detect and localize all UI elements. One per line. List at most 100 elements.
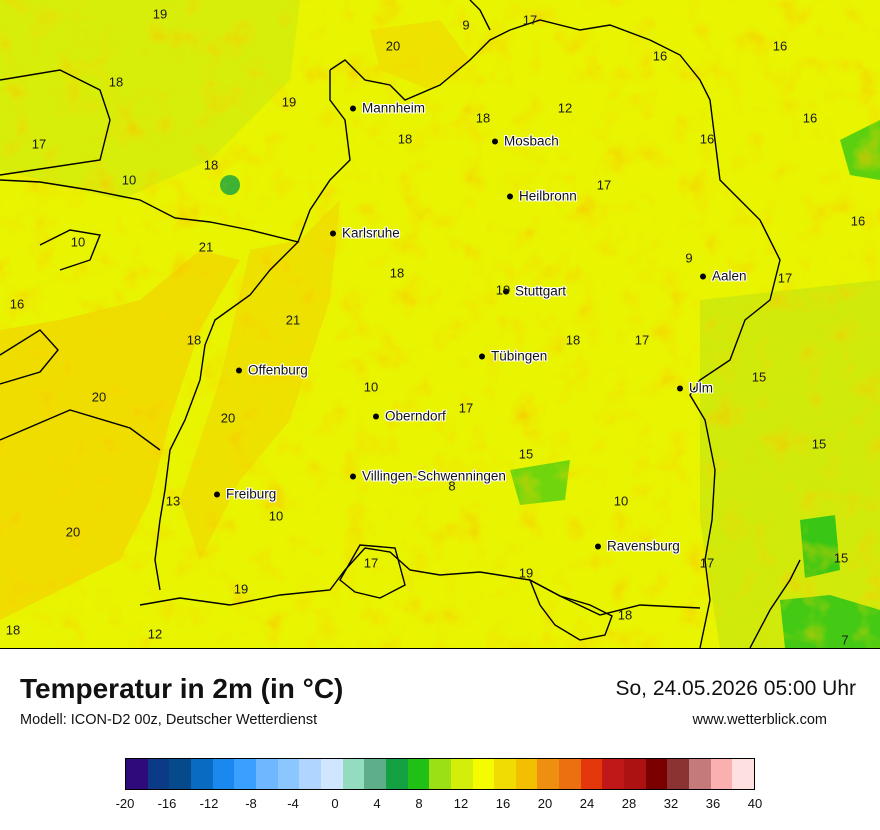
temperature-value: 10 [363, 379, 379, 395]
city-dot [330, 230, 336, 236]
legend-tick-label: -4 [287, 796, 299, 811]
border-northwest [0, 69, 111, 176]
legend-tick-label: 16 [495, 796, 511, 811]
temperature-value: 18 [203, 157, 219, 173]
city-marker: Oberndorf [373, 409, 446, 424]
legend-swatch [277, 759, 300, 789]
legend-tick-label: 32 [663, 796, 679, 811]
temperature-value: 17 [31, 136, 47, 152]
temperature-map [0, 0, 880, 649]
legend-swatch [299, 759, 321, 789]
website-link[interactable]: www.wetterblick.com [692, 712, 827, 728]
temperature-value: 16 [850, 213, 866, 229]
legend-swatch [385, 759, 408, 789]
city-name: Villingen-Schwenningen [362, 468, 506, 484]
border-bavaria-north [469, 0, 491, 31]
legend-tick-label: 20 [537, 796, 553, 811]
forecast-datetime: So, 24.05.2026 05:00 Uhr [615, 677, 856, 700]
temperature-value: 20 [65, 524, 81, 540]
temperature-value: 18 [617, 607, 633, 623]
temperature-value: 19 [495, 282, 511, 298]
legend-swatch [126, 759, 148, 789]
temperature-value: 17 [699, 555, 715, 571]
legend-tick-label: 28 [621, 796, 637, 811]
border-south-tail [749, 559, 801, 648]
legend-tick-label: 4 [373, 796, 381, 811]
map-canvas [0, 0, 880, 648]
legend-swatch [364, 759, 386, 789]
legend-swatch [320, 759, 343, 789]
temperature-value: 18 [389, 265, 405, 281]
city-dot [214, 491, 220, 497]
temperature-value: 18 [186, 332, 202, 348]
legend-swatch [190, 759, 213, 789]
legend-swatch [645, 759, 668, 789]
city-name: Aalen [712, 268, 747, 284]
temperature-value: 13 [165, 493, 181, 509]
city-name: Mannheim [362, 100, 426, 116]
city-marker: Villingen-Schwenningen [350, 469, 506, 484]
temperature-value: 7 [841, 632, 849, 648]
city-name: Mosbach [504, 133, 559, 149]
city-dot [700, 273, 706, 279]
temperature-value: 15 [751, 369, 767, 385]
legend-swatch [255, 759, 278, 789]
temperature-value: 17 [777, 270, 793, 286]
temperature-value: 16 [9, 296, 25, 312]
temperature-value: 9 [685, 250, 693, 266]
temperature-value: 15 [811, 436, 827, 452]
temperature-value: 21 [198, 239, 214, 255]
temperature-value: 10 [121, 172, 137, 188]
legend-swatch [494, 759, 516, 789]
map-footer: Temperatur in 2m (in °C) Modell: ICON-D2… [0, 649, 880, 830]
temperature-value: 16 [699, 131, 715, 147]
temperature-value: 18 [5, 622, 21, 638]
border-alsace [39, 229, 101, 271]
temperature-value: 18 [397, 131, 413, 147]
legend-swatch [212, 759, 235, 789]
city-marker: Stuttgart [503, 284, 566, 299]
legend-swatch [537, 759, 560, 789]
temperature-value: 19 [152, 6, 168, 22]
legend-swatch [342, 759, 365, 789]
temperature-value: 10 [70, 234, 86, 250]
temperature-value: 17 [596, 177, 612, 193]
temperature-value: 18 [565, 332, 581, 348]
temperature-value: 18 [108, 74, 124, 90]
legend-swatch [732, 759, 755, 789]
city-marker: Ulm [677, 381, 713, 396]
legend-tick-label: 24 [579, 796, 595, 811]
city-name: Ravensburg [607, 538, 680, 554]
temperature-value: 16 [772, 38, 788, 54]
temperature-value: 21 [285, 312, 301, 328]
city-marker: Heilbronn [507, 189, 577, 204]
legend-swatch [147, 759, 170, 789]
temperature-value: 20 [220, 410, 236, 426]
border-vosges [0, 409, 161, 451]
city-dot [492, 138, 498, 144]
model-info: Modell: ICON-D2 00z, Deutscher Wetterdie… [20, 712, 318, 728]
noise-texture [0, 0, 880, 648]
color-legend [125, 758, 755, 790]
border-lake-constance [528, 578, 613, 641]
city-name: Ulm [689, 380, 713, 396]
temperature-value: 10 [268, 508, 284, 524]
legend-swatch [472, 759, 495, 789]
legend-swatch [450, 759, 473, 789]
legend-swatch [689, 759, 711, 789]
borders [0, 0, 801, 648]
legend-swatch [169, 759, 191, 789]
temperature-value: 12 [147, 626, 163, 642]
city-dot [350, 105, 356, 111]
temperature-value: 19 [518, 565, 534, 581]
city-marker: Mannheim [350, 101, 425, 116]
legend-swatch [234, 759, 256, 789]
city-name: Freiburg [226, 486, 277, 502]
legend-swatch [624, 759, 646, 789]
map-title: Temperatur in 2m (in °C) [20, 673, 344, 704]
legend-swatch [710, 759, 733, 789]
city-dot [350, 473, 356, 479]
city-dot [479, 353, 485, 359]
temperature-value: 9 [462, 17, 470, 33]
legend-swatch [667, 759, 690, 789]
